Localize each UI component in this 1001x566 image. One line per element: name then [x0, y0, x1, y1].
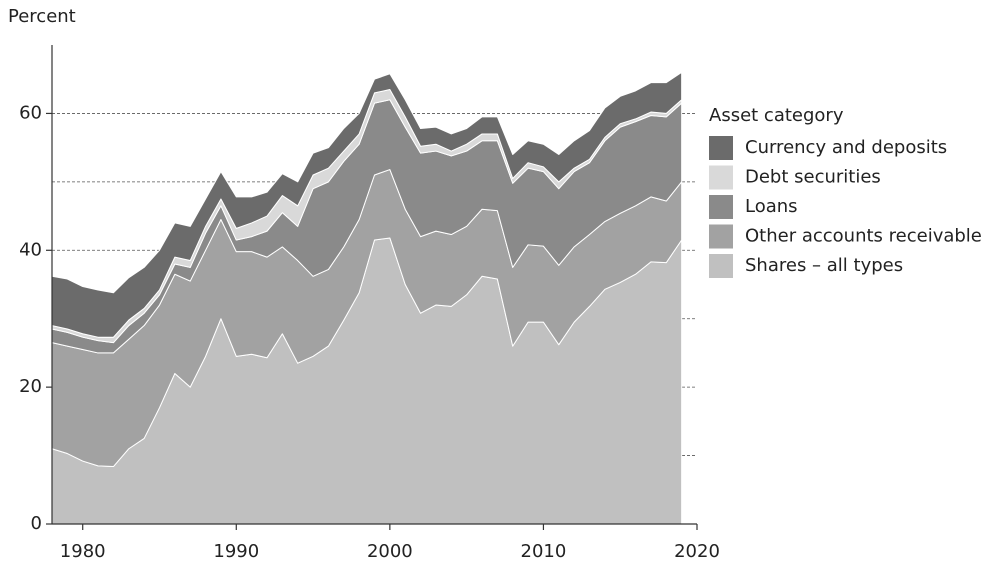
x-tick-label: 2000	[367, 541, 413, 562]
y-tick-label: 40	[19, 239, 42, 260]
legend-swatch	[709, 165, 733, 190]
y-tick-label: 60	[19, 102, 42, 123]
legend-swatch	[709, 195, 733, 219]
legend-label: Debt securities	[745, 167, 881, 188]
legend-label: Currency and deposits	[745, 137, 947, 158]
y-axis-label: Percent	[8, 6, 76, 27]
x-tick-label: 1980	[60, 541, 106, 562]
legend-swatch	[709, 136, 733, 160]
legend-label: Loans	[745, 196, 798, 217]
x-tick-label: 2010	[521, 541, 567, 562]
legend-swatch	[709, 254, 733, 278]
legend-title: Asset category	[709, 105, 844, 126]
legend-swatch	[709, 224, 733, 249]
x-tick-label: 2020	[674, 541, 720, 562]
legend-label: Other accounts receivable	[745, 226, 982, 247]
area	[51, 71, 683, 338]
y-tick-label: 0	[31, 513, 42, 534]
x-tick-label: 1990	[213, 541, 259, 562]
legend-label: Shares – all types	[745, 255, 903, 276]
y-tick-label: 20	[19, 376, 42, 397]
